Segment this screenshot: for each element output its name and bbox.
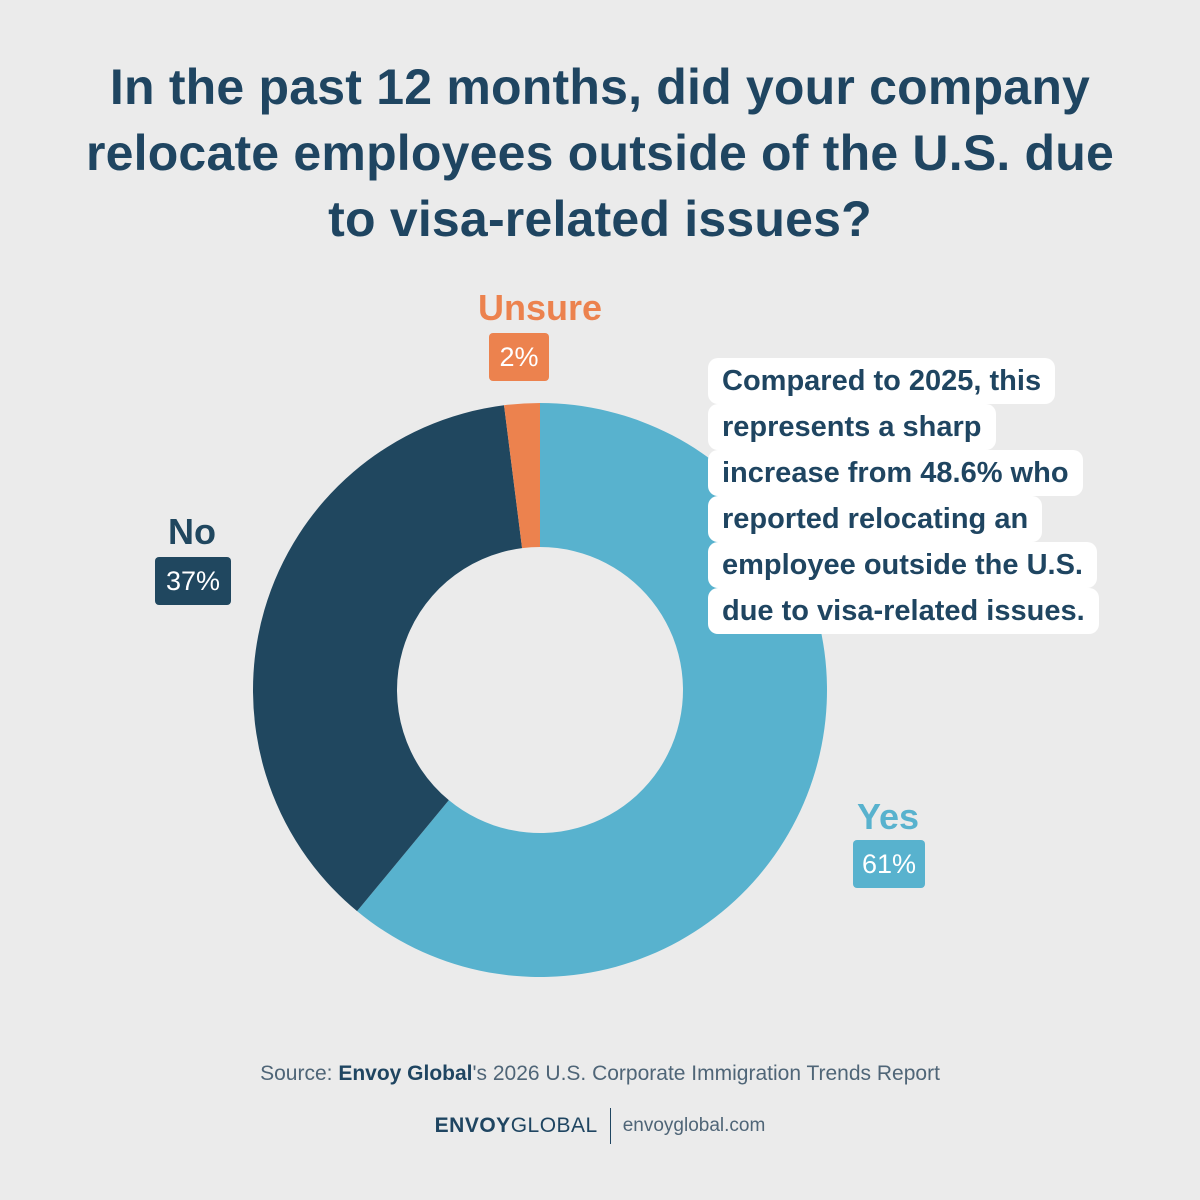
website-link[interactable]: envoyglobal.com [622, 1115, 766, 1136]
label-yes: Yes [856, 796, 920, 837]
footer-brand: ENVOYGLOBAL envoyglobal.com [0, 1108, 1200, 1144]
slice-no [253, 405, 523, 912]
label-no: No [168, 511, 216, 552]
footer-divider [609, 1108, 611, 1144]
callout-line: due to visa-related issues. [708, 588, 1099, 634]
source-note: Source: Envoy Global's 2026 U.S. Corpora… [0, 1062, 1200, 1086]
envoy-global-logo: ENVOYGLOBAL [434, 1114, 598, 1137]
callout-line: employee outside the U.S. [708, 542, 1097, 588]
value-yes: 61% [853, 840, 925, 888]
callout-line: represents a sharp [708, 404, 996, 450]
source-rest: 's 2026 U.S. Corporate Immigration Trend… [472, 1062, 940, 1085]
callout-line: increase from 48.6% who [708, 450, 1083, 496]
callout-line: reported relocating an [708, 496, 1043, 542]
label-unsure: Unsure [477, 287, 603, 328]
callout-box: Compared to 2025, this represents a shar… [708, 358, 1168, 634]
value-no: 37% [155, 557, 231, 605]
slice-unsure [504, 403, 540, 549]
callout-line: Compared to 2025, this [708, 358, 1056, 404]
value-unsure: 2% [489, 333, 549, 381]
source-brand: Envoy Global [338, 1062, 473, 1085]
source-prefix: Source: [260, 1062, 339, 1085]
chart-title: In the past 12 months, did your company … [85, 59, 1115, 247]
